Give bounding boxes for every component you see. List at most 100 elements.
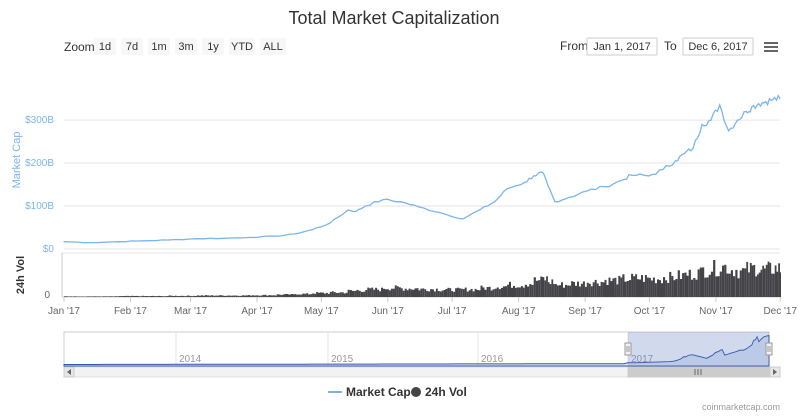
navigator-handle-right[interactable]: [765, 342, 773, 356]
volume-bar: [150, 296, 153, 297]
scrollbar-right-button[interactable]: [769, 366, 781, 378]
volume-bar: [758, 272, 761, 297]
zoom-button-7d[interactable]: 7d: [121, 38, 143, 55]
volume-bar: [192, 295, 195, 297]
navigator-tick-label-3: 2017: [631, 354, 654, 365]
volume-bar: [642, 281, 645, 297]
zoom-button-1d[interactable]: 1d: [94, 38, 116, 55]
ytick-label-1: $100B: [25, 201, 54, 212]
volume-bar: [445, 289, 448, 297]
volume-bar: [553, 284, 555, 297]
market-cap-point: [568, 196, 570, 198]
volume-bar: [764, 268, 766, 297]
credit-link[interactable]: coinmarketcap.com: [702, 402, 780, 412]
volume-bar: [209, 295, 212, 297]
volume-bar: [631, 273, 634, 297]
volume-bar: [575, 285, 577, 297]
volume-bar: [322, 292, 324, 297]
zoom-button-1y[interactable]: 1y: [202, 38, 224, 55]
arrow-right-icon: [773, 369, 777, 375]
volume-bar: [702, 267, 705, 297]
volume-bar: [600, 281, 603, 297]
navigator-selection[interactable]: [628, 332, 769, 366]
volume-bar: [316, 292, 319, 297]
volume-bar: [686, 275, 689, 297]
market-cap-point: [765, 101, 767, 103]
volume-bar: [435, 288, 438, 297]
volume-bar: [433, 291, 436, 297]
legend-item-24h-vol[interactable]: 24h Vol: [411, 385, 467, 399]
volume-bar: [110, 296, 113, 297]
volume-bar: [235, 295, 238, 297]
zoom-button-3m[interactable]: 3m: [175, 38, 197, 55]
volume-bar: [679, 279, 683, 297]
volume-bar: [509, 281, 511, 297]
volume-bar: [771, 273, 773, 297]
market-cap-point: [533, 175, 535, 177]
volume-bar: [708, 274, 711, 297]
volume-bar: [349, 290, 352, 297]
zoom-button-ytd[interactable]: YTD: [229, 38, 255, 55]
volume-bar: [112, 296, 115, 297]
zoom-button-all[interactable]: ALL: [260, 38, 286, 55]
navigator-tick-label-0: 2014: [179, 354, 202, 365]
volume-bar: [325, 292, 328, 297]
volume-bar: [780, 272, 781, 297]
volume-bar: [233, 295, 236, 297]
volume-bar: [256, 295, 259, 297]
volume-bar: [96, 296, 99, 297]
volume-bar: [513, 285, 515, 297]
volume-bar: [488, 286, 491, 297]
volume-bar: [180, 295, 183, 297]
volume-bar: [533, 277, 536, 297]
volume-bar: [628, 280, 632, 297]
volume-bar: [388, 290, 391, 297]
volume-bar: [352, 290, 355, 297]
volume-bar: [733, 276, 736, 297]
volume-bar: [717, 276, 720, 297]
volume-bar: [201, 295, 203, 297]
volume-bar: [559, 285, 561, 297]
ytick-label-3: $300B: [25, 115, 54, 126]
to-date-input[interactable]: Dec 6, 2017: [682, 37, 754, 56]
market-cap-line: [63, 94, 781, 244]
volume-bar: [74, 296, 77, 297]
market-cap-point: [736, 119, 739, 121]
volume-bar: [219, 295, 222, 297]
volume-bar: [749, 263, 752, 297]
volume-bar: [710, 271, 714, 297]
volume-bar: [769, 262, 772, 297]
volume-bar: [551, 279, 554, 297]
volume-bar: [88, 296, 91, 297]
market-cap-point: [586, 190, 588, 192]
volume-bar: [646, 277, 649, 297]
navigator-handle-left[interactable]: [624, 342, 632, 356]
hamburger-menu-icon[interactable]: [760, 38, 782, 56]
from-date-input[interactable]: Jan 1, 2017: [586, 37, 658, 56]
volume-bar: [367, 287, 370, 297]
volume-bar: [602, 282, 605, 297]
volume-bar: [203, 295, 206, 297]
volume-bar: [661, 283, 663, 297]
zoom-button-1m[interactable]: 1m: [148, 38, 170, 55]
scrollbar-left-button[interactable]: [63, 366, 75, 378]
volume-bar: [746, 261, 749, 297]
volume-bar: [72, 296, 75, 297]
to-date-value: Dec 6, 2017: [688, 41, 747, 53]
xtick-label-5: Jun '17: [372, 306, 404, 317]
volume-bar: [327, 293, 330, 297]
volume-bar: [223, 295, 226, 297]
volume-bar: [478, 290, 481, 297]
legend-item-market-cap[interactable]: Market Cap: [328, 385, 411, 399]
volume-bar: [466, 291, 469, 297]
volume-bar: [652, 277, 655, 297]
market-cap-point: [347, 209, 349, 211]
xtick-label-6: Jul '17: [438, 306, 467, 317]
volume-ytick-0: 0: [44, 290, 50, 301]
volume-bar: [776, 271, 779, 297]
volume-bar: [221, 295, 224, 297]
volume-bar: [82, 296, 85, 297]
volume-bar: [225, 295, 228, 297]
volume-bar: [677, 270, 680, 297]
volume-bar: [160, 296, 163, 297]
